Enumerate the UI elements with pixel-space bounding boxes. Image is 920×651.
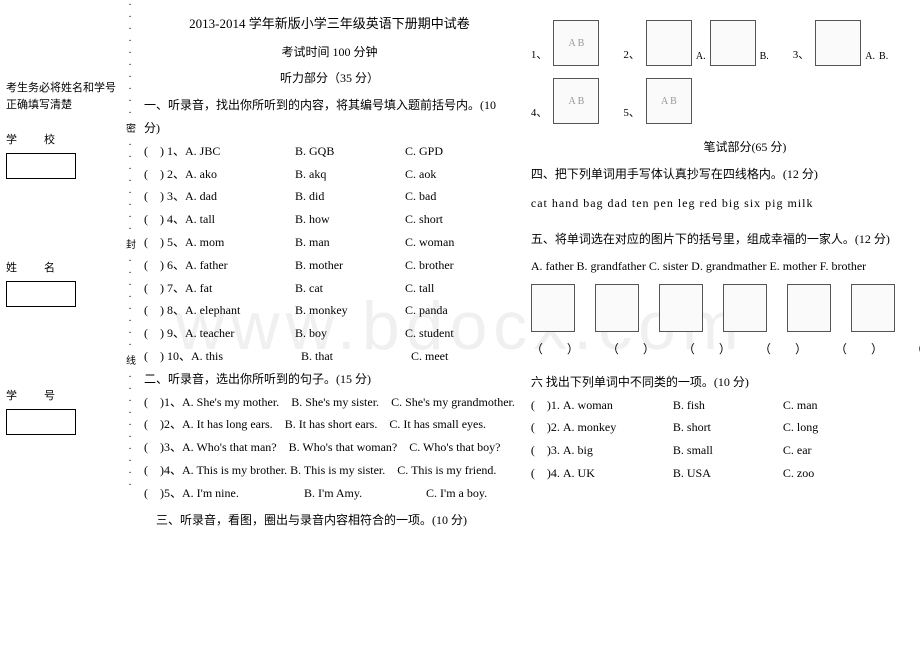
school-label: 学 校 (6, 131, 119, 147)
name-box (6, 281, 76, 307)
q2-row: ( )3、A. Who's that man? B. Who's that wo… (144, 436, 515, 459)
fold-xian: 线 (126, 356, 134, 368)
image-icon: A B (553, 78, 599, 124)
q1-row: ( ) 3、A. dadB. didC. bad (144, 185, 515, 208)
name-label: 姓 名 (6, 259, 119, 275)
image-icon (815, 20, 861, 66)
image-icon: A B (553, 20, 599, 66)
q2-row: ( )5、A. I'm nine. B. I'm Amy. C. I'm a b… (144, 482, 515, 505)
blank: （ ） (531, 338, 579, 361)
q6-row: ( )1. A. womanB. fishC. man (531, 394, 920, 417)
written-header: 笔试部分(65 分) (531, 136, 920, 159)
image-icon (787, 284, 831, 332)
q3-stem: 三、听录音，看图，圈出与录音内容相符合的一项。(10 分) (144, 509, 515, 532)
blank: （ ） (759, 338, 807, 361)
number-box (6, 409, 76, 435)
exam-duration: 考试时间 100 分钟 (144, 41, 515, 64)
q2-row: ( )1、A. She's my mother. B. She's my sis… (144, 391, 515, 414)
q5-stem: 五、将单词选在对应的图片下的括号里，组成幸福的一家人。(12 分) (531, 228, 920, 251)
margin-instruction: 考生务必将姓名和学号正确填写清楚 (6, 80, 119, 113)
blank: （ ） (835, 338, 883, 361)
q3-images-bottom: 4、 A B 5、 A B (531, 78, 920, 124)
image-icon (851, 284, 895, 332)
fold-mi: 密 (126, 124, 134, 136)
q5-blanks: （ ） （ ） （ ） （ ） （ ） （ ） (531, 338, 920, 361)
columns: 2013-2014 学年新版小学三年级英语下册期中试卷 考试时间 100 分钟 … (138, 0, 920, 651)
q1-row: ( ) 2、A. akoB. akqC. aok (144, 163, 515, 186)
right-column: 1、 A B 2、 A. B. 3、 A. B. (525, 0, 920, 651)
blank: （ ） (911, 338, 920, 361)
q2-row: ( )4、A. This is my brother. B. This is m… (144, 459, 515, 482)
fold-feng: 封 (126, 240, 134, 252)
q5-options: A. father B. grandfather C. sister D. gr… (531, 255, 920, 278)
listening-header: 听力部分（35 分） (144, 67, 515, 90)
q1-row: ( ) 1、A. JBCB. GQBC. GPD (144, 140, 515, 163)
q1-row: ( ) 4、A. tallB. howC. short (144, 208, 515, 231)
q6-row: ( )2. A. monkeyB. shortC. long (531, 416, 920, 439)
q4-stem: 四、把下列单词用手写体认真抄写在四线格内。(12 分) (531, 163, 920, 186)
q1-row: ( ) 7、A. fatB. catC. tall (144, 277, 515, 300)
q3-img-2: 2、 A. B. (623, 20, 768, 66)
q3-images-top: 1、 A B 2、 A. B. 3、 A. B. (531, 20, 920, 66)
image-icon: A B (646, 78, 692, 124)
q3-img-5: 5、 A B (623, 78, 692, 124)
q3-img-1: 1、 A B (531, 20, 600, 66)
q5-images (531, 284, 920, 332)
image-icon (646, 20, 692, 66)
number-label: 学 号 (6, 387, 119, 403)
image-icon (531, 284, 575, 332)
q4-words: cat hand bag dad ten pen leg red big six… (531, 192, 920, 215)
q6-row: ( )3. A. bigB. smallC. ear (531, 439, 920, 462)
binding-margin: 考生务必将姓名和学号正确填写清楚 学 校 姓 名 学 号 (0, 0, 125, 651)
image-icon (710, 20, 756, 66)
blank: （ ） (607, 338, 655, 361)
image-icon (659, 284, 703, 332)
left-column: 2013-2014 学年新版小学三年级英语下册期中试卷 考试时间 100 分钟 … (138, 0, 525, 651)
q6-row: ( )4. A. UKB. USAC. zoo (531, 462, 920, 485)
q2-row: ( )2、A. It has long ears. B. It has shor… (144, 413, 515, 436)
q1-row: ( ) 6、A. fatherB. motherC. brother (144, 254, 515, 277)
q3-img-3: 3、 A. B. (793, 20, 888, 66)
school-box (6, 153, 76, 179)
q1-row: ( ) 10、A. thisB. thatC. meet (144, 345, 515, 368)
q1-row: ( ) 8、A. elephantB. monkeyC. panda (144, 299, 515, 322)
q1-row: ( ) 9、A. teacherB. boyC. student (144, 322, 515, 345)
fold-line: ·········· 密 ········ 封 ········ 线 ·····… (126, 0, 134, 651)
exam-title: 2013-2014 学年新版小学三年级英语下册期中试卷 (144, 12, 515, 37)
q6-stem: 六 找出下列单词中不同类的一项。(10 分) (531, 371, 920, 394)
q1-row: ( ) 5、A. momB. manC. woman (144, 231, 515, 254)
blank: （ ） (683, 338, 731, 361)
image-icon (723, 284, 767, 332)
q1-stem: 一、听录音，找出你所听到的内容，将其编号填入题前括号内。(10 分) (144, 94, 515, 140)
image-icon (595, 284, 639, 332)
q3-img-4: 4、 A B (531, 78, 600, 124)
q2-stem: 二、听录音，选出你所听到的句子。(15 分) (144, 368, 515, 391)
